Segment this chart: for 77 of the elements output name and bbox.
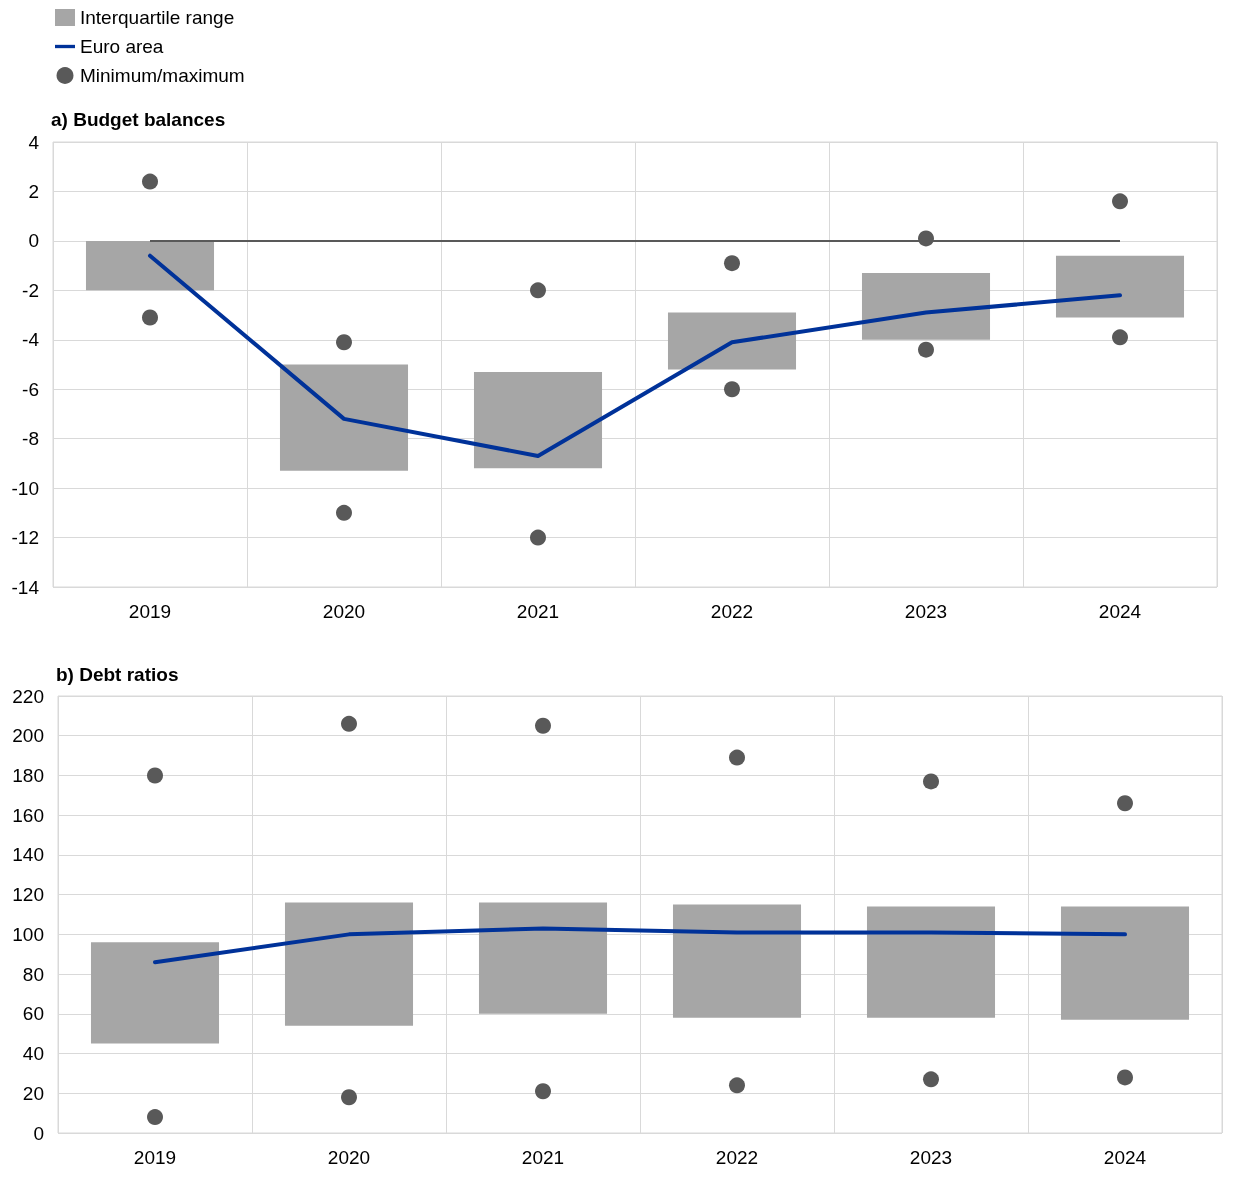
bar — [284, 902, 414, 1026]
legend-label: Euro area — [80, 36, 164, 57]
point — [923, 1071, 939, 1088]
x-tick-label: 2019 — [128, 601, 172, 622]
line-series — [153, 926, 1127, 965]
x-tick-label: 2021 — [516, 601, 560, 622]
line-series — [148, 253, 1122, 458]
bar — [90, 942, 220, 1044]
y-tick-label: -6 — [22, 378, 39, 400]
x-tick-label: 2020 — [322, 601, 366, 622]
x-tick-label: 2023 — [909, 1147, 953, 1168]
y-tick-label: 200 — [12, 725, 44, 747]
point — [336, 504, 352, 521]
point — [535, 717, 551, 734]
y-tick-label: 80 — [22, 963, 44, 985]
x-tick-label: 2021 — [521, 1147, 565, 1168]
legend-label: Interquartile range — [80, 7, 235, 28]
bar — [279, 364, 409, 471]
y-tick-label: 100 — [12, 923, 44, 945]
point — [1112, 193, 1128, 210]
point — [1112, 329, 1128, 346]
y-tick-label: 120 — [12, 884, 44, 906]
point — [1117, 1069, 1133, 1086]
y-tick-label: 2 — [28, 180, 39, 202]
point — [918, 230, 934, 247]
point — [341, 1089, 357, 1106]
x-tick-label: 2022 — [715, 1147, 759, 1168]
y-tick-label: 180 — [12, 764, 44, 786]
bar — [85, 240, 215, 291]
y-tick-label: 40 — [22, 1043, 44, 1065]
point — [142, 309, 158, 326]
x-tick-label: 2019 — [133, 1147, 177, 1168]
x-tick-label: 2024 — [1103, 1147, 1147, 1168]
point — [1117, 795, 1133, 812]
point — [530, 282, 546, 299]
y-tick-label: -2 — [22, 279, 39, 301]
y-tick-label: -8 — [22, 428, 39, 450]
y-tick-label: -10 — [11, 477, 39, 499]
x-tick-label: 2020 — [327, 1147, 371, 1168]
point — [142, 173, 158, 190]
point — [918, 341, 934, 358]
point — [729, 1077, 745, 1094]
bar — [861, 273, 991, 340]
bar — [672, 904, 802, 1018]
point — [923, 773, 939, 790]
x-tick-label: 2024 — [1098, 601, 1142, 622]
y-tick-label: 160 — [12, 804, 44, 826]
y-tick-label: -14 — [11, 576, 40, 598]
y-tick-label: 0 — [33, 1122, 44, 1144]
point — [729, 749, 745, 766]
y-tick-label: -4 — [22, 329, 40, 351]
y-tick-label: 4 — [28, 131, 40, 153]
chart-title: b) Debt ratios — [56, 664, 179, 685]
point — [535, 1083, 551, 1100]
bar — [473, 371, 603, 469]
y-tick-label: 220 — [12, 685, 44, 707]
y-tick-label: 0 — [28, 230, 39, 252]
point — [724, 381, 740, 398]
point — [724, 255, 740, 272]
point — [341, 715, 357, 732]
bar — [667, 312, 797, 370]
x-tick-label: 2022 — [710, 601, 754, 622]
point — [530, 529, 546, 546]
y-tick-label: -12 — [11, 527, 39, 549]
chart-title: a) Budget balances — [51, 109, 226, 130]
bar — [866, 906, 996, 1018]
y-tick-label: 20 — [22, 1082, 44, 1104]
point — [147, 1109, 163, 1126]
legend-label: Minimum/maximum — [80, 65, 245, 86]
bar — [478, 902, 608, 1014]
bar — [1055, 255, 1185, 318]
x-tick-label: 2023 — [904, 601, 948, 622]
y-tick-label: 140 — [12, 844, 44, 866]
y-tick-label: 60 — [22, 1003, 44, 1025]
bar — [1060, 906, 1190, 1020]
point — [336, 334, 352, 351]
point — [147, 767, 163, 784]
